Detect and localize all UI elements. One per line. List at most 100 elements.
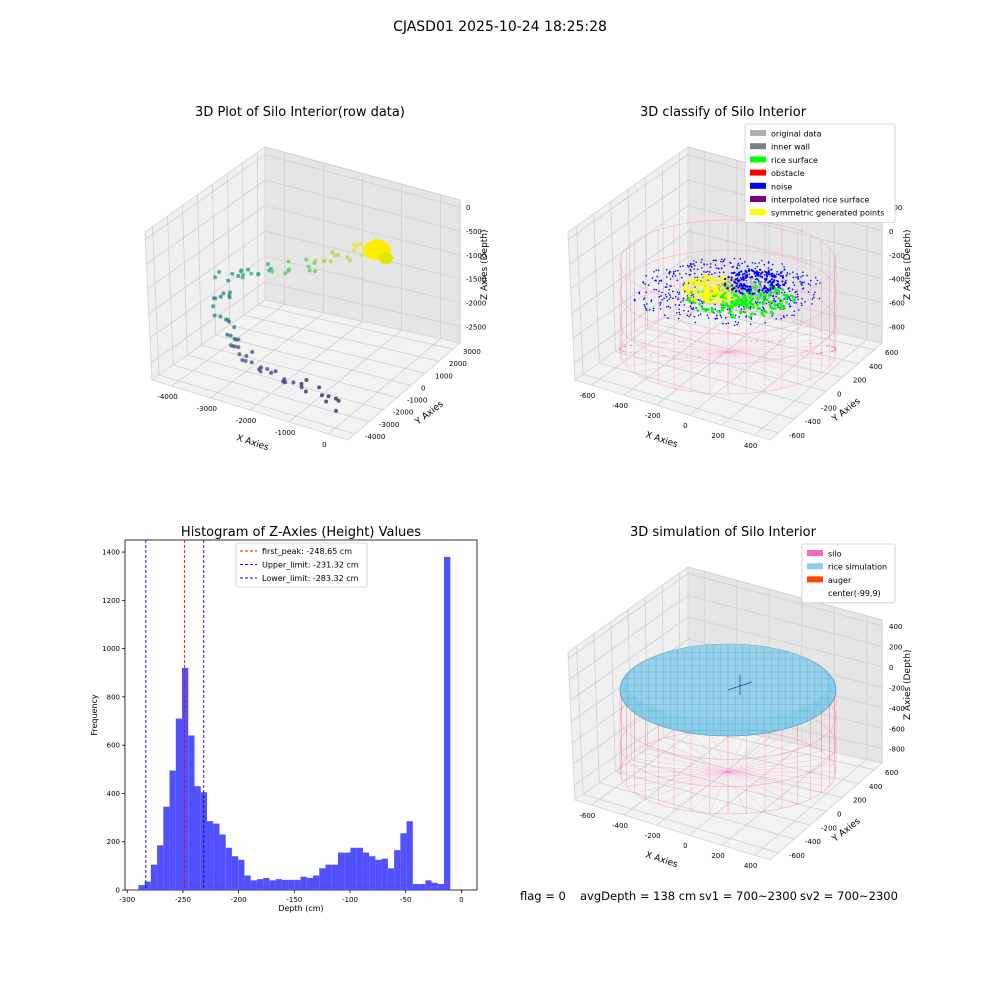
legend-label: interpolated rice surface (771, 196, 869, 205)
grid-line (661, 165, 665, 318)
legend-label: noise (771, 182, 792, 191)
simulation-plot-title: 3D simulation of Silo Interior (630, 525, 817, 540)
noise-point (755, 270, 758, 273)
rice-surface-point (777, 296, 781, 300)
original-data-point (742, 298, 745, 301)
x-tick-label: -600 (579, 392, 595, 400)
noise-point (653, 270, 655, 273)
raw-data-point (240, 358, 245, 363)
z-tick-label: -400 (889, 276, 905, 284)
noise-point (777, 280, 780, 283)
original-data-point (746, 282, 749, 285)
noise-point (751, 292, 754, 295)
floor-point (640, 343, 643, 345)
x-tick-label: 400 (744, 862, 757, 870)
flag-text: flag = 0 (520, 889, 566, 903)
noise-point (751, 269, 754, 272)
noise-point (664, 286, 667, 288)
histogram-bar (225, 847, 232, 890)
grid-line (663, 316, 860, 365)
original-data-point (716, 283, 719, 287)
floor-point (835, 348, 837, 351)
silo-spoke (727, 312, 766, 353)
symmetric-point (717, 279, 720, 283)
raw-data-point (230, 271, 235, 276)
rice-surface-point (732, 303, 736, 307)
noise-point (792, 271, 794, 273)
noise-point (807, 282, 810, 285)
symmetric-point (697, 276, 701, 280)
noise-point (736, 277, 739, 280)
symmetric-point (703, 295, 707, 299)
raw-data-point (213, 296, 218, 301)
legend-swatch (750, 182, 766, 189)
raw-data-point (212, 313, 217, 318)
silo-spoke (634, 330, 729, 353)
symmetric-point (689, 281, 692, 285)
noise-point (678, 304, 680, 306)
silo-spoke (727, 319, 798, 353)
noise-point (737, 262, 740, 265)
rice-surface-point (757, 281, 761, 285)
raw-data-point (306, 264, 311, 269)
raw-data-point (269, 370, 274, 375)
grid-line (150, 281, 266, 364)
noise-point (807, 291, 810, 293)
noise-point (724, 317, 727, 319)
floor-point (809, 342, 812, 345)
noise-point (789, 298, 791, 300)
histogram-bar (431, 882, 438, 890)
floor-point (634, 352, 636, 355)
histogram-bar (331, 864, 338, 890)
noise-point (744, 274, 747, 277)
floor-point (832, 346, 835, 349)
noise-point (693, 272, 696, 275)
silo-spoke (626, 757, 729, 773)
noise-point (686, 314, 689, 317)
raw-data-point (322, 258, 327, 263)
rice-surface-point (688, 300, 692, 303)
noise-point (697, 299, 700, 301)
noise-point (743, 261, 746, 263)
rice-surface-point (783, 306, 786, 310)
noise-point (738, 316, 741, 318)
noise-point (660, 295, 662, 297)
noise-point (692, 307, 695, 309)
silo-spoke (626, 351, 729, 367)
noise-point (714, 272, 716, 274)
classify-plot-title: 3D classify of Silo Interior (640, 105, 807, 120)
raw-data-point (259, 365, 264, 370)
noise-point (667, 317, 669, 319)
raw-data-point (358, 241, 363, 246)
floor-point (749, 339, 752, 342)
grid-line (593, 213, 600, 363)
noise-point (754, 267, 757, 270)
y-tick-label: 3000 (463, 348, 481, 356)
histogram-bar (244, 875, 251, 890)
silo-spoke (673, 735, 729, 773)
noise-point (689, 313, 692, 316)
x-tick-label: 0 (683, 422, 687, 430)
noise-point (680, 301, 682, 303)
silo-spoke (690, 351, 729, 392)
noise-point (735, 284, 738, 287)
noise-point (717, 267, 720, 270)
noise-point (685, 272, 687, 275)
noise-point (674, 303, 677, 306)
noise-point (780, 272, 782, 275)
x-tick-label: -600 (579, 812, 595, 820)
y-tick-label: 600 (885, 349, 898, 357)
noise-point (706, 314, 709, 316)
figure-title: CJASD01 2025-10-24 18:25:28 (393, 19, 607, 35)
symmetric-point (700, 294, 704, 298)
rice-surface-point (768, 303, 772, 307)
symmetric-point (703, 289, 707, 293)
silo-spoke (727, 757, 830, 773)
rice-surface-point (780, 299, 784, 303)
noise-point (739, 258, 742, 260)
noise-point (772, 294, 775, 297)
raw-data-point (221, 291, 226, 296)
noise-point (771, 287, 775, 290)
original-data-point (737, 298, 740, 301)
original-data-point (757, 294, 761, 298)
